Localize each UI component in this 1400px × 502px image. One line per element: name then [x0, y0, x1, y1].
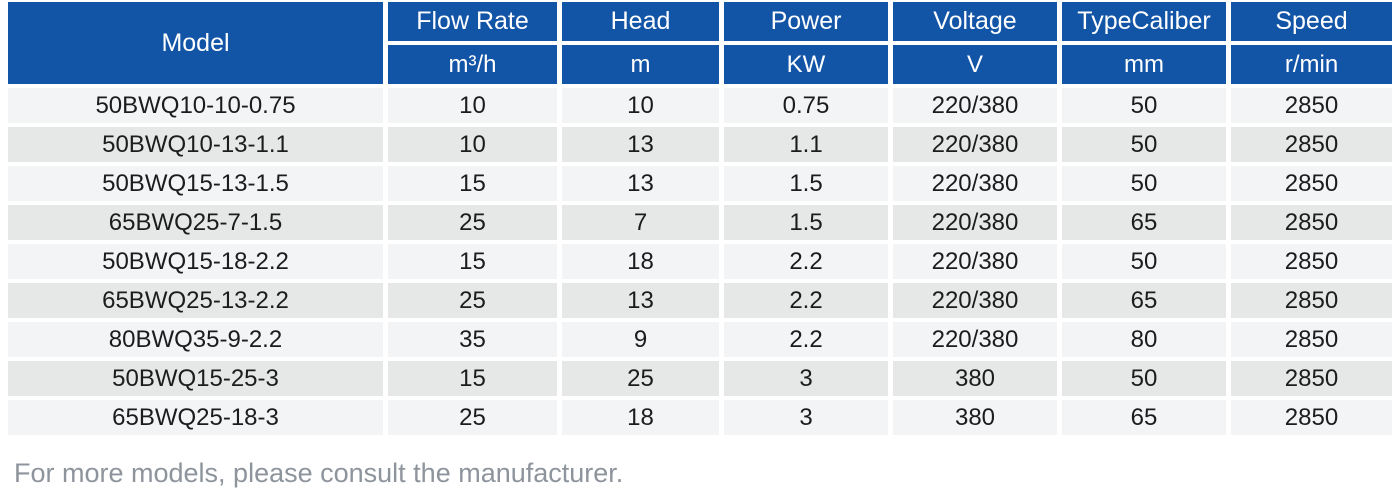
column-unit-power: KW — [724, 45, 888, 84]
cell-voltage: 380 — [893, 361, 1057, 396]
cell-flow-rate: 15 — [388, 166, 557, 201]
cell-flow-rate: 10 — [388, 88, 557, 123]
cell-head: 13 — [562, 127, 719, 162]
column-header-head: Head — [562, 2, 719, 41]
cell-flow-rate: 10 — [388, 127, 557, 162]
cell-speed: 2850 — [1231, 361, 1392, 396]
pump-spec-table: Model Flow Rate Head Power Voltage TypeC… — [8, 2, 1392, 435]
column-header-power: Power — [724, 2, 888, 41]
cell-voltage: 220/380 — [893, 322, 1057, 357]
cell-typecaliber: 65 — [1062, 283, 1226, 318]
cell-power: 0.75 — [724, 88, 888, 123]
cell-voltage: 220/380 — [893, 127, 1057, 162]
cell-typecaliber: 65 — [1062, 205, 1226, 240]
column-unit-typecaliber: mm — [1062, 45, 1226, 84]
cell-model: 50BWQ15-18-2.2 — [8, 244, 383, 279]
cell-model: 50BWQ15-25-3 — [8, 361, 383, 396]
cell-speed: 2850 — [1231, 244, 1392, 279]
cell-speed: 2850 — [1231, 322, 1392, 357]
cell-power: 1.5 — [724, 166, 888, 201]
column-header-voltage: Voltage — [893, 2, 1057, 41]
cell-power: 2.2 — [724, 322, 888, 357]
cell-typecaliber: 65 — [1062, 400, 1226, 435]
cell-model: 65BWQ25-7-1.5 — [8, 205, 383, 240]
cell-flow-rate: 35 — [388, 322, 557, 357]
cell-head: 18 — [562, 244, 719, 279]
cell-typecaliber: 50 — [1062, 88, 1226, 123]
cell-voltage: 380 — [893, 400, 1057, 435]
cell-power: 1.1 — [724, 127, 888, 162]
cell-speed: 2850 — [1231, 283, 1392, 318]
cell-voltage: 220/380 — [893, 244, 1057, 279]
cell-voltage: 220/380 — [893, 283, 1057, 318]
cell-power: 3 — [724, 400, 888, 435]
cell-speed: 2850 — [1231, 166, 1392, 201]
cell-model: 65BWQ25-18-3 — [8, 400, 383, 435]
cell-head: 13 — [562, 283, 719, 318]
cell-power: 1.5 — [724, 205, 888, 240]
cell-speed: 2850 — [1231, 205, 1392, 240]
cell-power: 3 — [724, 361, 888, 396]
cell-head: 7 — [562, 205, 719, 240]
cell-head: 25 — [562, 361, 719, 396]
cell-speed: 2850 — [1231, 88, 1392, 123]
cell-model: 50BWQ10-13-1.1 — [8, 127, 383, 162]
cell-voltage: 220/380 — [893, 205, 1057, 240]
column-header-model: Model — [8, 2, 383, 84]
cell-typecaliber: 50 — [1062, 127, 1226, 162]
cell-flow-rate: 25 — [388, 205, 557, 240]
cell-head: 13 — [562, 166, 719, 201]
cell-model: 65BWQ25-13-2.2 — [8, 283, 383, 318]
column-header-flow-rate: Flow Rate — [388, 2, 557, 41]
cell-model: 50BWQ15-13-1.5 — [8, 166, 383, 201]
cell-speed: 2850 — [1231, 127, 1392, 162]
cell-head: 10 — [562, 88, 719, 123]
cell-typecaliber: 50 — [1062, 244, 1226, 279]
footer-note: For more models, please consult the manu… — [14, 458, 624, 488]
column-header-typecaliber: TypeCaliber — [1062, 2, 1226, 41]
column-header-speed: Speed — [1231, 2, 1392, 41]
cell-typecaliber: 50 — [1062, 166, 1226, 201]
column-unit-flow-rate: m³/h — [388, 45, 557, 84]
column-unit-speed: r/min — [1231, 45, 1392, 84]
cell-model: 50BWQ10-10-0.75 — [8, 88, 383, 123]
cell-speed: 2850 — [1231, 400, 1392, 435]
cell-voltage: 220/380 — [893, 88, 1057, 123]
cell-voltage: 220/380 — [893, 166, 1057, 201]
cell-head: 9 — [562, 322, 719, 357]
cell-model: 80BWQ35-9-2.2 — [8, 322, 383, 357]
cell-flow-rate: 15 — [388, 361, 557, 396]
cell-typecaliber: 80 — [1062, 322, 1226, 357]
cell-flow-rate: 15 — [388, 244, 557, 279]
cell-typecaliber: 50 — [1062, 361, 1226, 396]
cell-head: 18 — [562, 400, 719, 435]
column-unit-voltage: V — [893, 45, 1057, 84]
cell-flow-rate: 25 — [388, 400, 557, 435]
cell-power: 2.2 — [724, 283, 888, 318]
cell-flow-rate: 25 — [388, 283, 557, 318]
column-unit-head: m — [562, 45, 719, 84]
cell-power: 2.2 — [724, 244, 888, 279]
